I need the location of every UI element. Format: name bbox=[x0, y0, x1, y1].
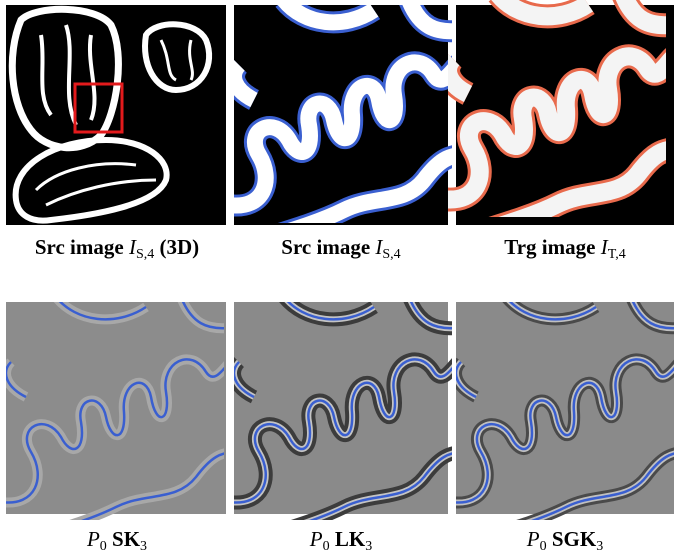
caption-part: LK bbox=[335, 527, 366, 551]
caption-part: SGK bbox=[552, 527, 597, 551]
caption-part: Trg image bbox=[504, 235, 595, 259]
caption: Trg image IT,4 bbox=[504, 235, 625, 262]
caption-part: (3D) bbox=[159, 235, 199, 259]
caption: Src image IS,4 bbox=[281, 235, 400, 262]
sk-result bbox=[1, 297, 236, 547]
caption-part: Src image bbox=[35, 235, 124, 259]
caption-part: 0 bbox=[323, 539, 330, 554]
caption-part: 0 bbox=[100, 539, 107, 554]
caption-part: P bbox=[309, 527, 323, 551]
caption: P0 LK3 bbox=[309, 527, 372, 554]
caption-part: 3 bbox=[596, 539, 603, 554]
lk-result bbox=[229, 297, 464, 547]
caption-part: P bbox=[526, 527, 540, 551]
caption: P0 SGK3 bbox=[526, 527, 603, 554]
caption-part: Src image bbox=[281, 235, 370, 259]
figure: Src image IS,4 (3D) Src image IS,4 Trg i… bbox=[0, 0, 679, 554]
caption: P0 SK3 bbox=[86, 527, 147, 554]
src-3d-image bbox=[6, 5, 226, 225]
caption: Src image IS,4 (3D) bbox=[35, 235, 199, 263]
caption-part: 3 bbox=[140, 539, 147, 554]
caption-part: P bbox=[86, 527, 100, 551]
trg-image bbox=[443, 0, 678, 244]
src-image bbox=[229, 0, 464, 250]
caption-part: SK bbox=[112, 527, 141, 551]
caption-part: S,4 bbox=[382, 247, 400, 262]
caption-part: 0 bbox=[540, 539, 547, 554]
caption-part: 3 bbox=[365, 539, 372, 554]
caption-part: S,4 bbox=[136, 247, 154, 262]
caption-part: T,4 bbox=[608, 247, 626, 262]
sgk-result bbox=[451, 297, 679, 547]
